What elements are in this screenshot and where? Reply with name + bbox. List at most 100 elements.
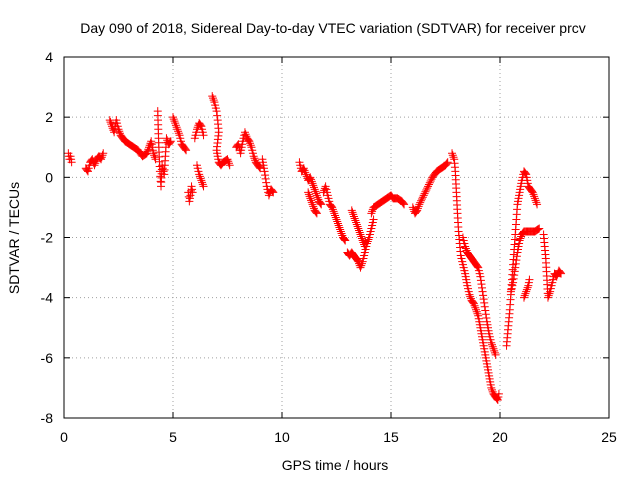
data-point — [171, 121, 180, 130]
data-point — [527, 186, 536, 195]
data-point — [533, 225, 542, 234]
data-point — [317, 200, 326, 209]
data-point — [470, 301, 479, 310]
y-tick-label: -4 — [41, 290, 54, 306]
data-point — [530, 192, 539, 201]
data-point — [480, 302, 489, 311]
data-point — [408, 203, 417, 212]
data-point — [479, 295, 488, 304]
data-point — [171, 119, 180, 128]
data-point — [332, 215, 341, 224]
data-point — [106, 118, 115, 127]
data-point — [493, 394, 502, 403]
data-point — [489, 344, 498, 353]
data-point — [530, 194, 539, 203]
data-point — [512, 256, 521, 265]
x-tick-label: 0 — [60, 429, 68, 445]
data-point — [471, 303, 480, 312]
data-point — [417, 194, 426, 203]
data-point — [336, 225, 345, 234]
data-point — [416, 198, 425, 207]
data-point — [421, 187, 430, 196]
data-point — [311, 207, 320, 216]
data-point — [195, 120, 204, 129]
data-point — [109, 126, 118, 135]
data-point — [420, 189, 429, 198]
data-point — [174, 129, 183, 138]
data-point — [334, 221, 343, 230]
data-point — [469, 299, 478, 308]
data-point — [225, 161, 234, 170]
data-point — [544, 291, 553, 300]
data-point — [357, 234, 366, 243]
data-point — [415, 200, 424, 209]
data-point — [347, 206, 356, 215]
data-point — [487, 338, 496, 347]
y-tick-label: -2 — [41, 230, 54, 246]
data-point — [146, 139, 155, 148]
data-point — [476, 276, 485, 285]
y-tick-label: -6 — [41, 350, 54, 366]
data-point — [254, 162, 263, 171]
data-point — [335, 223, 344, 232]
data-point — [249, 152, 258, 161]
data-point — [472, 305, 481, 314]
data-point — [337, 229, 346, 238]
data-point — [425, 178, 434, 187]
data-point — [313, 193, 322, 202]
y-tick-label: 2 — [45, 109, 53, 125]
data-point — [162, 134, 171, 143]
x-tick-label: 15 — [383, 429, 399, 445]
data-point — [535, 224, 544, 233]
data-point — [357, 259, 366, 268]
data-point — [367, 209, 376, 218]
data-point — [357, 261, 366, 270]
data-point — [261, 174, 270, 183]
data-point — [543, 293, 552, 302]
data-point — [306, 173, 315, 182]
data-point — [472, 307, 481, 316]
data-point — [336, 227, 345, 236]
data-point — [360, 240, 369, 249]
data-point — [556, 268, 565, 277]
data-point — [449, 153, 458, 162]
data-point — [172, 123, 181, 132]
data-point — [520, 168, 529, 177]
data-point — [481, 310, 490, 319]
data-point — [490, 348, 499, 357]
y-tick-label: -8 — [41, 410, 54, 426]
data-point — [312, 209, 321, 218]
data-point — [488, 342, 497, 351]
data-point — [169, 115, 178, 124]
data-point — [299, 164, 308, 173]
data-point — [476, 272, 485, 281]
data-point — [442, 159, 451, 168]
data-point — [510, 267, 519, 276]
y-tick-label: 4 — [45, 49, 53, 65]
data-point — [359, 238, 368, 247]
data-point — [312, 208, 321, 217]
data-point — [224, 157, 233, 166]
data-point — [515, 236, 524, 245]
data-point — [307, 198, 316, 207]
data-point — [169, 113, 177, 122]
data-point — [360, 242, 369, 251]
data-point — [557, 269, 566, 278]
data-point — [340, 235, 349, 244]
data-point — [309, 202, 318, 211]
data-point — [199, 131, 208, 140]
data-point — [368, 207, 377, 216]
data-point — [331, 213, 340, 222]
data-point — [417, 196, 426, 205]
data-point — [198, 180, 207, 189]
data-point — [552, 272, 561, 281]
data-point — [523, 283, 532, 292]
data-point — [307, 177, 316, 186]
data-point — [509, 278, 518, 287]
x-axis-label: GPS time / hours — [282, 457, 389, 473]
data-point — [246, 141, 255, 150]
x-tick-label: 20 — [492, 429, 508, 445]
data-point — [150, 151, 159, 160]
data-point — [91, 159, 100, 168]
x-tick-label: 5 — [169, 429, 177, 445]
